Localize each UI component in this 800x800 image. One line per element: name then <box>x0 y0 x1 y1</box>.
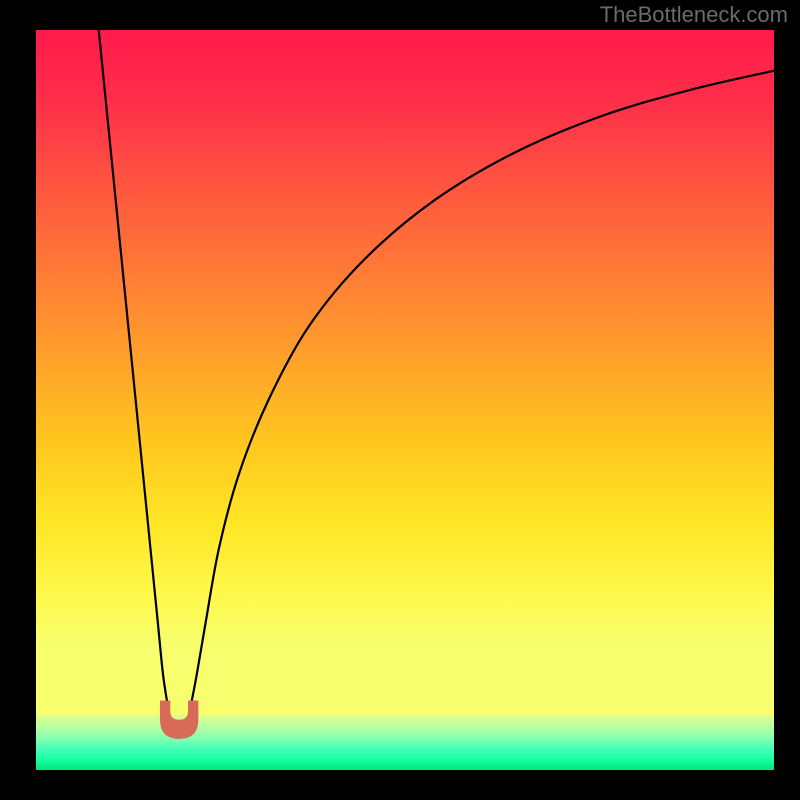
plot-area <box>36 30 774 770</box>
right-branch-curve <box>191 71 774 705</box>
curves-layer <box>36 30 774 770</box>
left-branch-curve <box>99 30 168 703</box>
valley-nub <box>160 700 198 738</box>
watermark-text: TheBottleneck.com <box>600 2 788 28</box>
